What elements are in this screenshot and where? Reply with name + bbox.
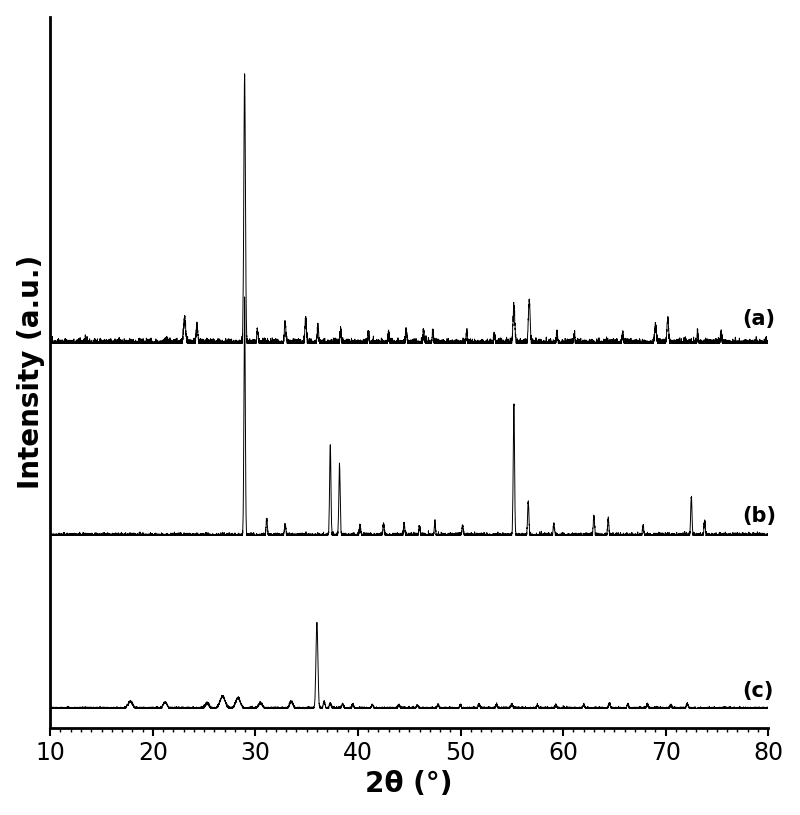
Y-axis label: Intensity (a.u.): Intensity (a.u.) bbox=[17, 255, 45, 489]
Text: (c): (c) bbox=[742, 681, 774, 701]
Text: (b): (b) bbox=[742, 506, 777, 526]
Text: (a): (a) bbox=[742, 309, 776, 329]
X-axis label: 2θ (°): 2θ (°) bbox=[366, 770, 453, 799]
